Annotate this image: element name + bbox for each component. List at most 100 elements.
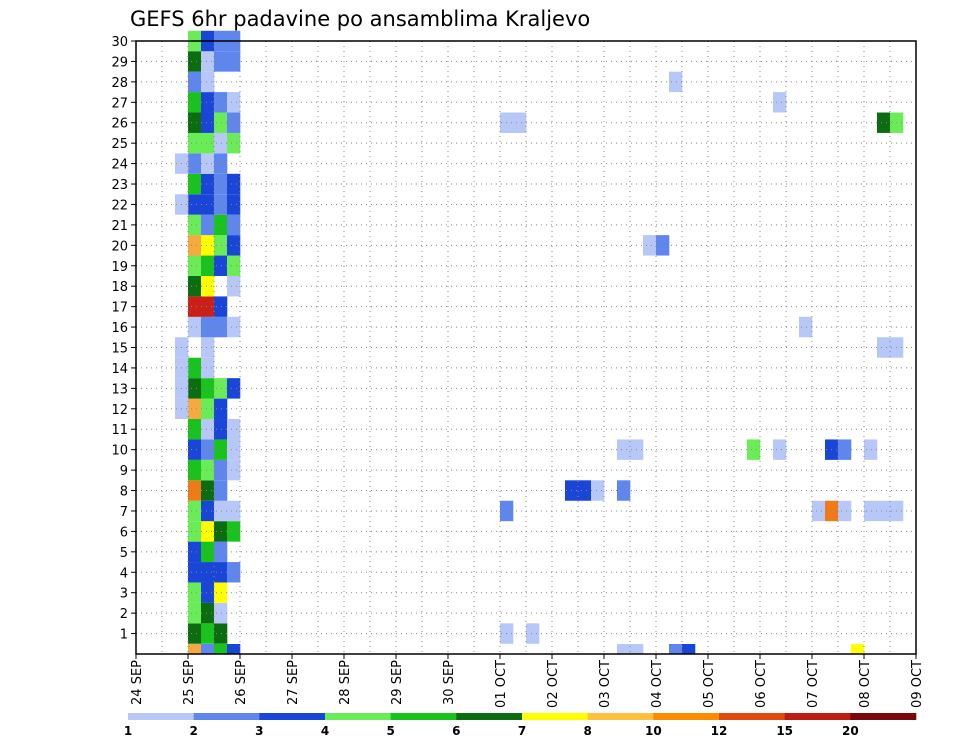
x-tick-label-14: 08 OCT — [858, 660, 873, 708]
y-tick-label-9: 9 — [120, 464, 128, 479]
x-tick-label-0: 24 SEP — [130, 660, 145, 705]
chart-title: GEFS 6hr padavine po ansamblima Kraljevo — [130, 7, 590, 31]
heatmap-cell-64 — [201, 71, 215, 93]
heatmap-cell-80 — [214, 378, 228, 399]
heatmap-cell-5 — [188, 541, 202, 563]
x-tick-label-10: 04 OCT — [650, 660, 665, 708]
heatmap-cell-102 — [227, 316, 241, 338]
heatmap-cell-69 — [214, 602, 228, 624]
colorbar-label-1: 2 — [189, 724, 197, 738]
colorbar-swatch-9 — [719, 713, 785, 720]
heatmap-cell-145 — [877, 337, 891, 358]
y-tick-label-16: 16 — [111, 321, 128, 336]
heatmap-cell-132 — [747, 439, 761, 460]
y-tick-label-25: 25 — [111, 137, 128, 152]
heatmap-cell-108 — [227, 173, 241, 195]
heatmap-cell-16 — [188, 296, 202, 317]
heatmap-cell-58 — [201, 194, 215, 215]
heatmap-cells — [175, 30, 904, 654]
x-tick-label-5: 29 SEP — [390, 660, 405, 705]
heatmap-cell-100 — [227, 419, 241, 440]
heatmap-cell-54 — [201, 275, 215, 297]
heatmap-cell-21 — [188, 194, 202, 215]
colorbar-swatch-3 — [325, 713, 391, 720]
heatmap-cell-38 — [201, 602, 215, 624]
heatmap-cell-97 — [227, 500, 241, 522]
heatmap-cell-37 — [201, 623, 215, 644]
y-tick-label-21: 21 — [111, 219, 128, 234]
heatmap-cell-70 — [214, 582, 228, 603]
colorbar-label-2: 3 — [255, 724, 263, 738]
heatmap-cell-84 — [214, 235, 228, 256]
heatmap-cell-120 — [578, 480, 592, 501]
heatmap-cell-59 — [201, 173, 215, 195]
heatmap-cell-129 — [669, 71, 683, 93]
heatmap-cell-76 — [214, 459, 228, 481]
x-tick-label-1: 25 SEP — [182, 660, 197, 705]
y-tick-label-8: 8 — [120, 485, 128, 500]
y-tick-label-18: 18 — [111, 280, 128, 295]
heatmap-cell-48 — [201, 398, 215, 420]
y-tick-label-5: 5 — [120, 546, 128, 561]
heatmap-cell-39 — [201, 582, 215, 603]
heatmap-cell-52 — [201, 316, 215, 338]
heatmap-cell-101 — [227, 378, 241, 399]
heatmap-cell-56 — [201, 235, 215, 256]
y-tick-label-6: 6 — [120, 525, 128, 540]
colorbar-label-4: 5 — [386, 724, 394, 738]
heatmap-cell-96 — [227, 521, 241, 542]
heatmap-cell-15 — [188, 316, 202, 338]
x-tick-label-6: 30 SEP — [442, 660, 457, 705]
x-tick-label-7: 01 OCT — [494, 660, 509, 708]
heatmap-cell-9 — [188, 459, 202, 481]
heatmap-cell-3 — [188, 582, 202, 603]
heatmap-cell-67 — [214, 644, 228, 654]
colorbar-label-7: 8 — [583, 724, 591, 738]
heatmap-cell-85 — [214, 214, 228, 236]
heatmap-cell-45 — [201, 459, 215, 481]
heatmap-cell-1 — [188, 623, 202, 644]
heatmap-cell-125 — [617, 644, 631, 654]
heatmap-cell-121 — [591, 480, 605, 501]
heatmap-cell-123 — [617, 439, 631, 460]
heatmap-cell-53 — [201, 296, 215, 317]
heatmap-cell-104 — [227, 255, 241, 276]
heatmap-cell-68 — [214, 623, 228, 644]
colorbar-label-9: 12 — [711, 724, 728, 738]
colorbar-label-10: 15 — [776, 724, 793, 738]
heatmap-cell-55 — [201, 255, 215, 276]
heatmap-cell-107 — [227, 194, 241, 215]
heatmap-cell-24 — [188, 132, 202, 154]
heatmap-cell-122 — [617, 480, 631, 501]
heatmap-cell-111 — [227, 92, 241, 113]
y-tick-label-24: 24 — [111, 158, 128, 173]
heatmap-cell-60 — [201, 153, 215, 174]
heatmap-cell-18 — [188, 255, 202, 276]
heatmap-cell-77 — [214, 439, 228, 460]
heatmap-cell-81 — [214, 316, 228, 338]
y-tick-label-29: 29 — [111, 55, 128, 70]
y-axis: 1234567891011121314151617181920212223242… — [111, 35, 136, 643]
colorbar-label-5: 6 — [452, 724, 460, 738]
heatmap-cell-6 — [188, 521, 202, 542]
heatmap-cell-133 — [773, 439, 787, 460]
y-tick-label-22: 22 — [111, 198, 128, 213]
heatmap-cell-103 — [227, 275, 241, 297]
heatmap-cell-42 — [201, 521, 215, 542]
colorbar-swatch-5 — [456, 713, 523, 720]
heatmap-cell-105 — [227, 235, 241, 256]
y-tick-label-10: 10 — [111, 444, 128, 459]
heatmap-cell-92 — [214, 51, 228, 72]
grid-lines — [136, 40, 916, 654]
heatmap-cell-136 — [812, 500, 826, 522]
y-tick-label-2: 2 — [120, 607, 128, 622]
x-tick-label-15: 09 OCT — [910, 660, 925, 708]
heatmap-cell-130 — [669, 644, 683, 654]
heatmap-cell-10 — [188, 439, 202, 460]
heatmap-cell-8 — [188, 480, 202, 501]
heatmap-cell-36 — [201, 644, 215, 654]
y-tick-label-4: 4 — [120, 566, 128, 581]
heatmap-cell-2 — [188, 602, 202, 624]
heatmap-cell-128 — [656, 235, 670, 256]
heatmap-cell-88 — [214, 153, 228, 174]
